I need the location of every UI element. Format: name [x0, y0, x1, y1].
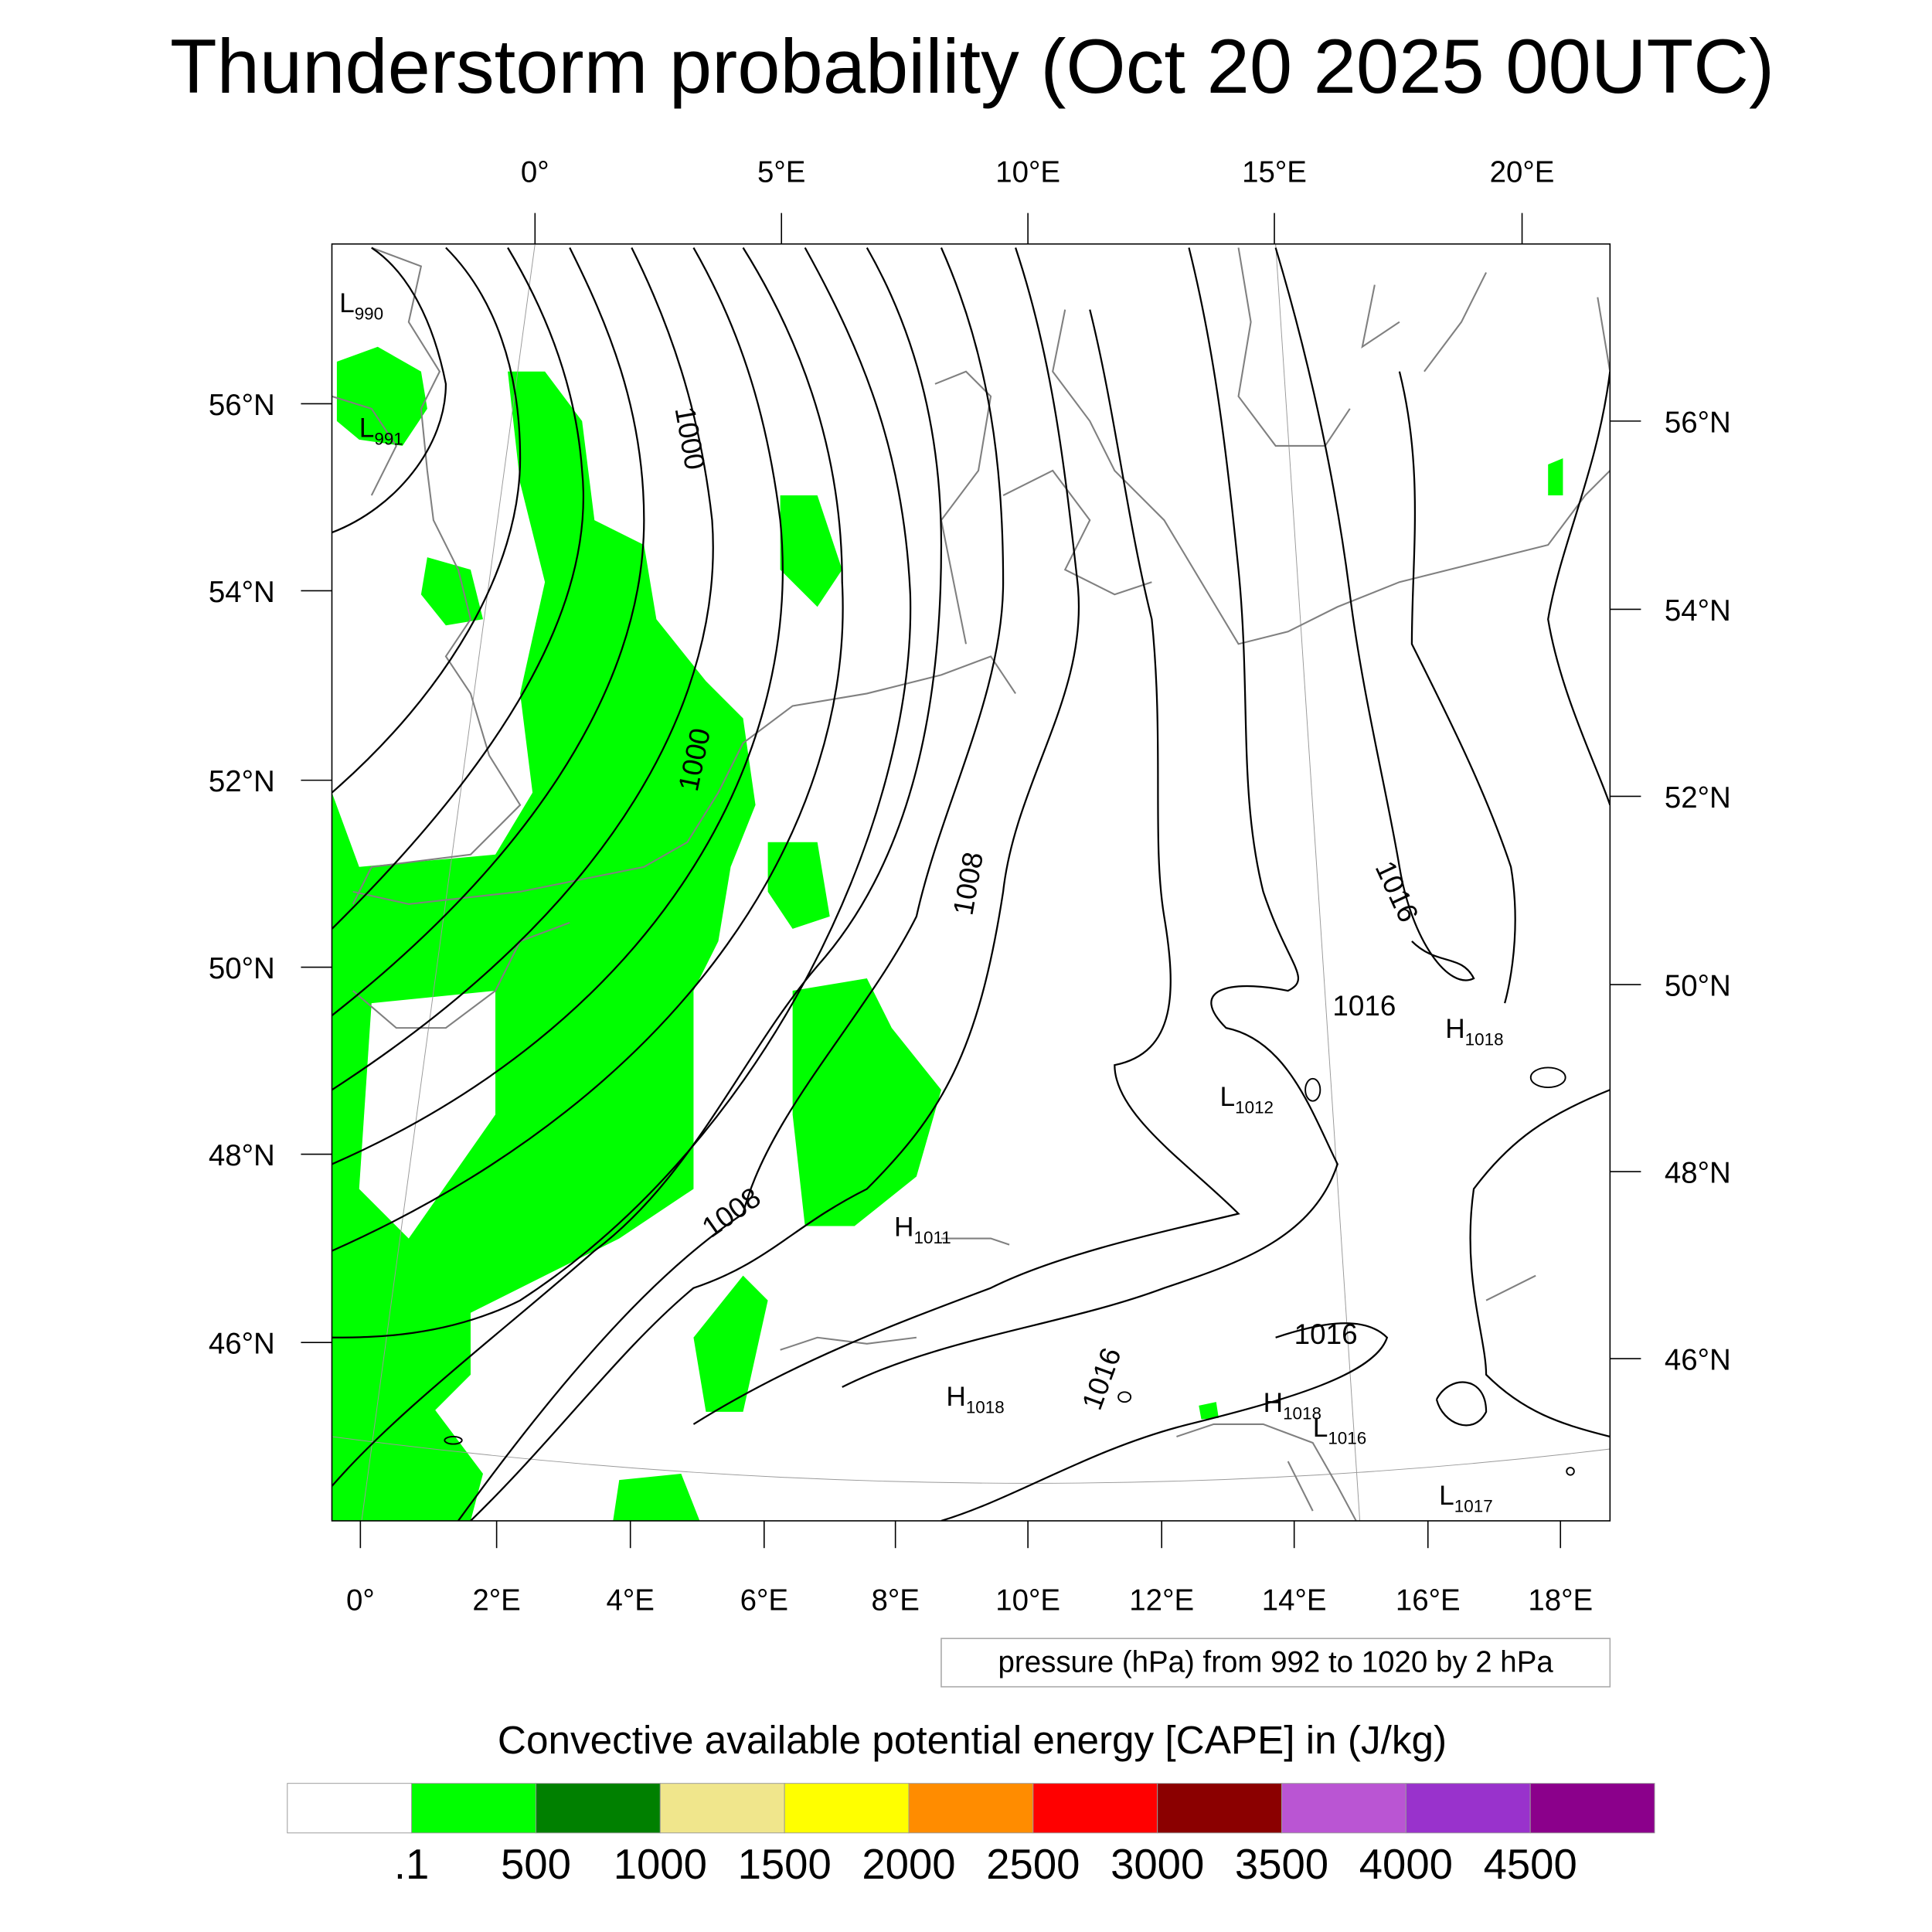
- lat-label: 56°N: [209, 389, 275, 422]
- colorbar-swatch: [535, 1783, 661, 1834]
- lon-label: 0°: [346, 1583, 375, 1617]
- map-frame: [331, 243, 1611, 1522]
- lat-label: 56°N: [1665, 406, 1731, 439]
- colorbar-swatch: [1405, 1783, 1531, 1834]
- lon-label: 5°E: [757, 156, 805, 189]
- lat-label: 54°N: [209, 576, 275, 609]
- lon-label: 15°E: [1242, 156, 1307, 189]
- left-latitude-labels: 56°N 54°N 52°N 50°N 48°N 46°N: [209, 389, 275, 1361]
- colorbar-label: 500: [501, 1841, 571, 1888]
- colorbar-label: 4000: [1359, 1841, 1453, 1888]
- cape-area-south: [332, 1337, 483, 1521]
- high-pressure-center: H1011: [894, 1212, 951, 1247]
- colorbar-swatch: [411, 1783, 536, 1834]
- cape-area-central: [792, 978, 941, 1226]
- lat-label: 50°N: [1665, 969, 1731, 1002]
- colorbar-swatch: [1157, 1783, 1282, 1834]
- colorbar-label: 1000: [614, 1841, 707, 1888]
- contour-info-box: pressure (hPa) from 992 to 1020 by 2 hPa: [940, 1638, 1611, 1688]
- colorbar-labels: .1 500 1000 1500 2000 2500 3000 3500 4000 4500: [394, 1841, 1577, 1888]
- bottom-longitude-labels: 0° 2°E 4°E 6°E 8°E 10°E 12°E 14°E 16°E 1…: [346, 1583, 1593, 1617]
- contour-info-text: pressure (hPa) from 992 to 1020 by 2 hPa: [998, 1645, 1554, 1679]
- lon-label: 16°E: [1396, 1583, 1461, 1617]
- pressure-centers: L990 L991 L1012 H1018 H1011 H1018 H1018 …: [339, 288, 1503, 1516]
- coastlines: [332, 247, 1611, 1521]
- cape-area-lorraine: [767, 842, 830, 929]
- high-pressure-center: H1018: [946, 1382, 1004, 1417]
- lon-label: 8°E: [871, 1583, 919, 1617]
- colorbar-swatch: [1032, 1783, 1158, 1834]
- colorbar-label: .1: [394, 1841, 429, 1888]
- colorbar-title: Convective available potential energy [C…: [498, 1718, 1447, 1762]
- colorbar-label: 4500: [1484, 1841, 1577, 1888]
- lon-label: 18°E: [1528, 1583, 1593, 1617]
- colorbar-label: 3000: [1111, 1841, 1204, 1888]
- lon-label: 0°: [521, 156, 549, 189]
- low-pressure-center: L1016: [1313, 1413, 1366, 1448]
- colorbar-label: 2500: [986, 1841, 1080, 1888]
- lon-label: 10°E: [995, 156, 1060, 189]
- lat-label: 48°N: [1665, 1156, 1731, 1189]
- colorbar-label: 2000: [862, 1841, 955, 1888]
- cape-area-benelux: [780, 495, 842, 607]
- low-pressure-center: L991: [359, 413, 403, 449]
- low-pressure-center: L990: [339, 288, 383, 324]
- colorbar-swatch: [1281, 1783, 1406, 1834]
- colorbar-swatch: [908, 1783, 1034, 1834]
- lat-label: 52°N: [209, 765, 275, 798]
- lat-label: 46°N: [209, 1328, 275, 1361]
- lat-label: 46°N: [1665, 1343, 1731, 1376]
- closed-isobars: [444, 1066, 1575, 1476]
- colorbar-label: 3500: [1235, 1841, 1328, 1888]
- cape-area-med: [613, 1474, 700, 1521]
- lat-label: 52°N: [1665, 781, 1731, 815]
- cape-area-corsica: [1199, 1402, 1219, 1420]
- map-panel: 1000 1000 1008 1008 1016 1016 1016 1016 …: [331, 243, 1611, 1522]
- high-pressure-center: H1018: [1264, 1388, 1321, 1423]
- colorbar-swatch: [1529, 1783, 1655, 1834]
- lon-label: 4°E: [606, 1583, 654, 1617]
- lat-label: 48°N: [209, 1139, 275, 1172]
- cape-area-baltic: [1548, 457, 1563, 496]
- lon-label: 10°E: [995, 1583, 1060, 1617]
- low-pressure-center: L1012: [1220, 1082, 1274, 1117]
- lon-label: 2°E: [472, 1583, 520, 1617]
- lon-label: 12°E: [1129, 1583, 1194, 1617]
- top-longitude-labels: 0° 5°E 10°E 15°E 20°E: [521, 156, 1555, 189]
- high-pressure-center: H1018: [1445, 1014, 1503, 1049]
- right-latitude-labels: 56°N 54°N 52°N 50°N 48°N 46°N: [1665, 406, 1731, 1376]
- lat-label: 50°N: [209, 952, 275, 985]
- colorbar-swatch: [659, 1783, 785, 1834]
- figure-title: Thunderstorm probability (Oct 20 2025 00…: [170, 24, 1774, 110]
- lon-label: 20°E: [1490, 156, 1555, 189]
- contour-label: 1016: [1294, 1318, 1358, 1350]
- isobars: [332, 247, 1611, 1521]
- axis-ticks: [301, 213, 1641, 1549]
- lat-label: 54°N: [1665, 594, 1731, 628]
- colorbar-swatch: [784, 1783, 910, 1834]
- meridian-0: [361, 243, 536, 1521]
- contour-label: 1016: [1332, 990, 1396, 1022]
- cape-colorbar: [287, 1783, 1655, 1834]
- colorbar-label: 1500: [738, 1841, 832, 1888]
- meridian-15e: [1275, 243, 1361, 1521]
- colorbar-swatch: [287, 1783, 413, 1834]
- cape-area-alps-west: [693, 1275, 768, 1412]
- cape-area-north: [336, 346, 427, 446]
- lon-label: 14°E: [1262, 1583, 1327, 1617]
- cape-gaps: [359, 991, 496, 1239]
- low-pressure-center: L1017: [1439, 1481, 1492, 1516]
- lon-label: 6°E: [740, 1583, 788, 1617]
